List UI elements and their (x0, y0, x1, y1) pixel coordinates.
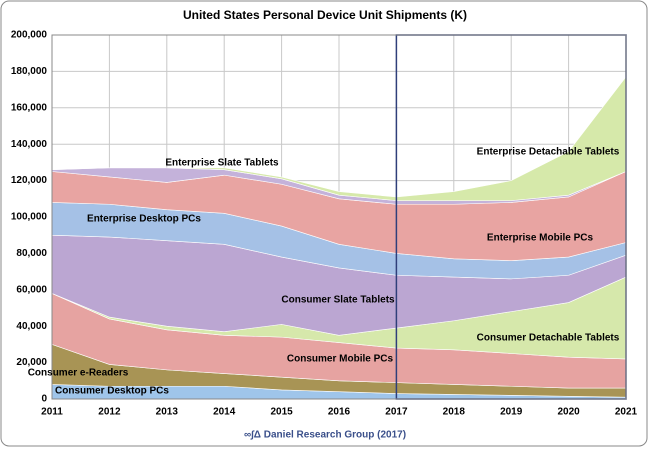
source: ∞∫Δ Daniel Research Group (2017) (244, 430, 406, 441)
x-tick-label: 2011 (41, 407, 63, 418)
y-tick-label: 60,000 (16, 284, 47, 295)
x-tick-label: 2016 (328, 407, 351, 418)
series-label: Enterprise Slate Tablets (165, 158, 279, 169)
x-tick-label: 2018 (443, 407, 466, 418)
y-tick-label: 80,000 (16, 248, 47, 259)
y-tick-label: 160,000 (11, 102, 48, 113)
y-tick-label: 140,000 (11, 139, 48, 150)
x-tick-label: 2013 (156, 407, 179, 418)
series-label: Consumer e-Readers (28, 368, 129, 379)
y-tick-label: 200,000 (11, 30, 48, 41)
series-label: Consumer Mobile PCs (287, 354, 394, 365)
x-tick-label: 2015 (270, 407, 293, 418)
x-tick-label: 2020 (557, 407, 580, 418)
series-label: Enterprise Desktop PCs (87, 214, 201, 225)
series-label: Consumer Desktop PCs (55, 386, 169, 397)
x-tick-label: 2019 (500, 407, 523, 418)
y-tick-label: 40,000 (16, 321, 47, 332)
x-tick-label: 2014 (213, 407, 236, 418)
x-tick-label: 2021 (615, 407, 638, 418)
y-tick-label: 180,000 (11, 66, 48, 77)
series-label: Consumer Detachable Tablets (477, 333, 620, 344)
series-label: Enterprise Mobile PCs (487, 233, 594, 244)
series-label: Enterprise Detachable Tablets (477, 147, 620, 158)
x-tick-label: 2012 (98, 407, 121, 418)
chart-title: United States Personal Device Unit Shipm… (183, 8, 467, 22)
y-tick-label: 0 (41, 394, 47, 405)
y-tick-label: 20,000 (16, 357, 47, 368)
x-tick-label: 2017 (385, 407, 408, 418)
y-tick-label: 120,000 (11, 175, 48, 186)
series-label: Consumer Slate Tablets (281, 295, 395, 306)
y-tick-label: 100,000 (11, 212, 48, 223)
plot-frame (51, 34, 627, 400)
